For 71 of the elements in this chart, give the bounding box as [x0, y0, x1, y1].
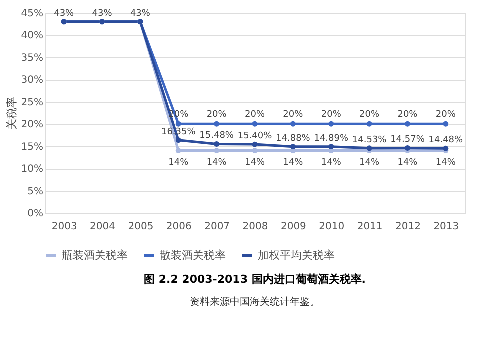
point: [328, 121, 334, 127]
point: [176, 138, 182, 144]
data-label: 43%: [54, 8, 75, 19]
point: [404, 146, 410, 151]
y-tick-label: 45%: [21, 8, 44, 20]
x-tick-label: 2004: [90, 222, 116, 232]
point: [176, 148, 182, 154]
point: [443, 121, 449, 127]
point: [252, 121, 258, 127]
point: [366, 121, 372, 127]
x-tick-label: 2007: [204, 222, 230, 232]
legend-label: 瓶装酒关税率: [62, 248, 128, 262]
x-tick-label: 2011: [357, 222, 383, 232]
point: [366, 146, 372, 152]
data-label: 43%: [92, 8, 113, 19]
x-tick-label: 2005: [128, 222, 154, 232]
data-label: 14%: [398, 158, 418, 168]
x-tick-label: 2013: [434, 222, 460, 232]
point: [290, 144, 296, 150]
x-tick-label: 2006: [166, 222, 192, 232]
data-label: 14.57%: [390, 135, 426, 146]
point: [328, 144, 334, 150]
data-label: 14.53%: [352, 135, 388, 146]
data-label: 14%: [321, 158, 342, 168]
legend-label: 散装酒关税率: [160, 248, 226, 262]
data-label: 14%: [168, 158, 190, 168]
point: [404, 121, 410, 127]
y-tick-label: 25%: [21, 97, 44, 108]
x-tick-label: 2010: [319, 222, 345, 232]
data-label: 20%: [283, 110, 304, 120]
data-label: 20%: [436, 110, 456, 120]
x-tick-label: 2009: [280, 222, 306, 232]
data-label: 14%: [436, 158, 456, 168]
y-tick-label: 15%: [21, 142, 44, 153]
data-label: 20%: [244, 110, 266, 120]
y-tick-label: 5%: [28, 186, 44, 198]
point: [214, 121, 220, 127]
data-label: 14.89%: [314, 134, 349, 144]
data-label: 14%: [360, 158, 380, 168]
data-label: 20%: [321, 110, 342, 120]
y-tick-label: 10%: [21, 164, 44, 176]
point: [176, 121, 182, 127]
x-tick-label: 2012: [396, 222, 421, 232]
y-tick-label: 20%: [21, 120, 44, 131]
x-tick-label: 2003: [52, 222, 78, 232]
data-label: 15.40%: [238, 132, 273, 142]
data-label: 14%: [244, 158, 266, 168]
legend-label: 加权平均关税率: [258, 248, 335, 262]
data-label: 20%: [398, 110, 418, 120]
data-label: 14.48%: [428, 136, 464, 146]
y-axis-title: 关税率: [5, 97, 18, 130]
data-label: 14%: [206, 158, 228, 168]
data-label: 20%: [360, 110, 380, 120]
y-tick-label: 35%: [21, 52, 44, 64]
point: [252, 148, 258, 154]
x-tick-label: 2008: [242, 222, 268, 232]
point: [214, 141, 220, 147]
text: 资料来源中国海关统计年鉴。: [190, 296, 320, 308]
data-label: 20%: [206, 110, 228, 120]
y-tick-label: 40%: [21, 30, 44, 42]
point: [443, 146, 449, 152]
point: [252, 142, 258, 148]
text: 图 2.2 2003-2013 国内进口葡萄酒关税率.: [144, 273, 366, 286]
data-label: 43%: [130, 8, 151, 19]
data-label: 14%: [283, 158, 304, 168]
y-tick-label: 30%: [21, 75, 44, 86]
data-label: 14.88%: [276, 134, 311, 144]
point: [214, 148, 220, 154]
data-label: 15.48%: [200, 131, 234, 142]
point: [290, 121, 296, 127]
y-tick-label: 0%: [28, 208, 44, 220]
